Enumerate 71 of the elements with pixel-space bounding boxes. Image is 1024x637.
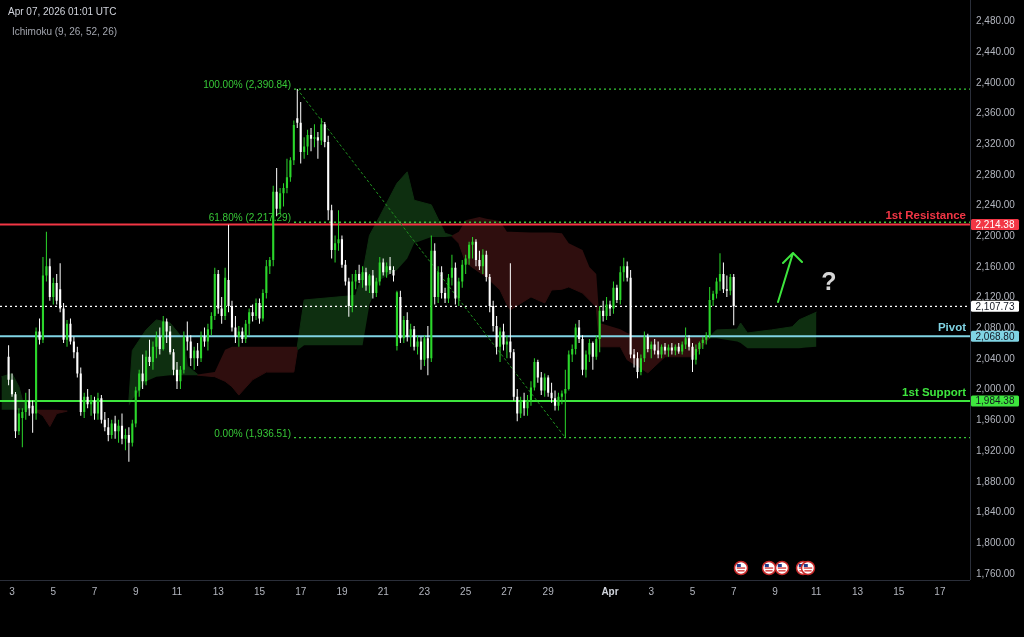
x-tick-label: 17	[295, 585, 307, 597]
y-tick-label: 1,984.38	[975, 395, 1015, 407]
candlestick	[557, 392, 560, 411]
x-tick-label: 9	[132, 585, 139, 597]
y-tick-label: 1,920.00	[976, 444, 1016, 456]
candlestick	[148, 339, 151, 366]
x-tick-label: Apr	[601, 585, 619, 597]
x-tick-label: 3	[648, 585, 655, 597]
y-tick-label: 2,107.73	[975, 300, 1015, 312]
y-tick-label: 1,880.00	[976, 475, 1016, 487]
y-tick-label: 2,000.00	[976, 383, 1016, 395]
candlestick	[117, 419, 120, 443]
y-tick-label: 2,400.00	[976, 76, 1016, 88]
candlestick	[203, 327, 206, 347]
candlestick	[93, 396, 96, 420]
ref-line-label: Pivot	[937, 321, 967, 334]
y-tick-label: 1,760.00	[976, 567, 1016, 579]
y-tick-label: 1,960.00	[976, 414, 1016, 426]
candlestick	[502, 323, 505, 351]
y-tick-label: 2,040.00	[976, 352, 1016, 364]
x-tick-label: 27	[501, 585, 513, 597]
annotation: Ichimoku (9, 26, 52, 26)	[12, 25, 118, 37]
y-tick-label: 1,840.00	[976, 506, 1016, 518]
candlestick	[660, 344, 663, 359]
ref-line-label: 1st Support	[902, 385, 967, 398]
x-tick-label: 7	[91, 585, 98, 597]
candlestick	[316, 131, 319, 159]
candlestick	[725, 275, 728, 297]
x-tick-label: 3	[9, 585, 16, 597]
y-tick-label: 2,280.00	[976, 168, 1016, 180]
x-tick-label: 15	[253, 585, 266, 597]
x-tick-label: 11	[811, 585, 822, 597]
y-tick-label: 2,214.38	[975, 219, 1015, 230]
x-tick-label: 5	[50, 585, 57, 597]
annotation: ?	[821, 267, 837, 295]
y-tick-label: 2,360.00	[976, 107, 1016, 119]
y-tick-label: 2,068.80	[975, 330, 1015, 342]
candlestick	[416, 335, 419, 355]
x-tick-label: 13	[851, 585, 864, 597]
x-tick-label: 25	[460, 585, 472, 597]
x-tick-label: 5	[689, 585, 696, 597]
x-tick-label: 29	[542, 585, 555, 597]
candlestick	[296, 89, 299, 129]
y-tick-label: 2,240.00	[976, 199, 1016, 211]
x-tick-label: 11	[171, 585, 183, 597]
candlestick	[636, 352, 639, 379]
y-tick-label: 2,440.00	[976, 45, 1016, 57]
y-tick-label: 2,120.00	[976, 291, 1016, 303]
x-tick-label: 13	[212, 585, 225, 597]
annotation: Apr 07, 2026 01:01 UTC	[8, 5, 117, 17]
candlestick	[313, 124, 316, 148]
x-tick-label: 9	[772, 585, 779, 597]
x-tick-label: 7	[730, 585, 737, 597]
candlestick	[38, 318, 41, 345]
y-tick-label: 2,200.00	[976, 230, 1016, 242]
y-tick-label: 2,320.00	[976, 137, 1016, 149]
y-tick-label: 1,800.00	[976, 536, 1016, 548]
ref-line-label: 0.00% (1,936.51)	[214, 427, 291, 439]
ref-line-label: 1st Resistance	[885, 209, 966, 222]
candlestick	[368, 273, 371, 294]
x-tick-label: 15	[893, 585, 905, 597]
candlestick	[564, 369, 567, 438]
y-tick-label: 2,480.00	[976, 15, 1016, 27]
candlestick	[612, 281, 615, 314]
x-tick-label: 21	[377, 585, 390, 597]
y-tick-label: 2,160.00	[976, 260, 1016, 272]
ref-line-label: 100.00% (2,390.84)	[203, 78, 291, 90]
x-tick-label: 17	[934, 585, 946, 597]
candlestick	[124, 428, 127, 451]
x-tick-label: 23	[418, 585, 431, 597]
x-tick-label: 19	[336, 585, 348, 597]
